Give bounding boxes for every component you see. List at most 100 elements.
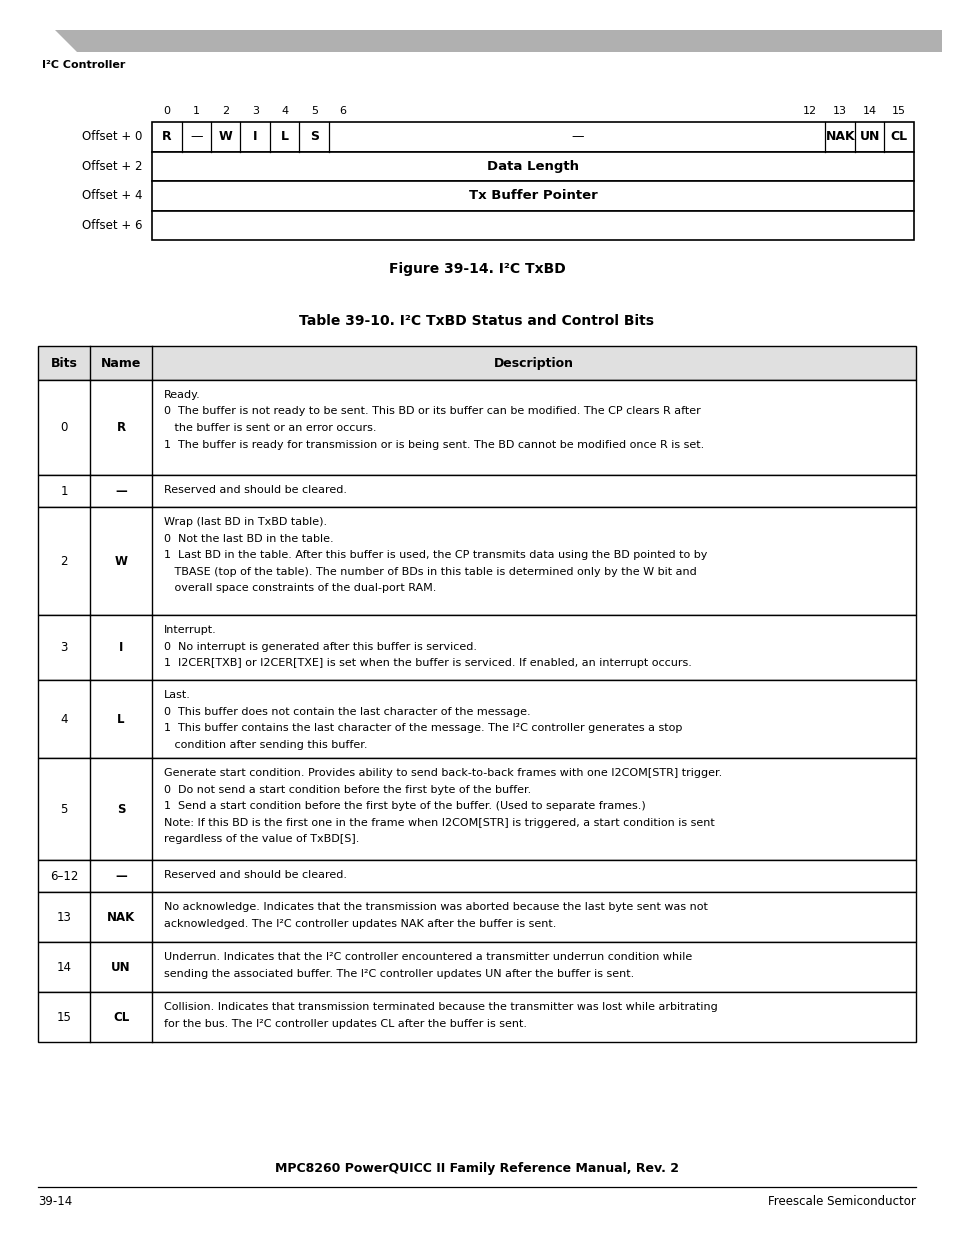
- Text: R: R: [116, 421, 126, 433]
- Text: 13: 13: [832, 106, 846, 116]
- Text: 6: 6: [339, 106, 346, 116]
- Text: acknowledged. The I²C controller updates NAK after the buffer is sent.: acknowledged. The I²C controller updates…: [164, 919, 556, 929]
- Text: R: R: [162, 130, 172, 143]
- Text: 1: 1: [60, 484, 68, 498]
- Text: Note: If this BD is the first one in the frame when I2COM[STR] is triggered, a s: Note: If this BD is the first one in the…: [164, 818, 714, 827]
- Text: 14: 14: [56, 961, 71, 973]
- Text: —: —: [190, 130, 202, 143]
- Text: 14: 14: [862, 106, 876, 116]
- Text: Tx Buffer Pointer: Tx Buffer Pointer: [468, 189, 597, 203]
- Text: 6–12: 6–12: [50, 869, 78, 883]
- Text: condition after sending this buffer.: condition after sending this buffer.: [164, 740, 367, 750]
- Text: Generate start condition. Provides ability to send back-to-back frames with one : Generate start condition. Provides abili…: [164, 768, 721, 778]
- Text: 39-14: 39-14: [38, 1195, 72, 1208]
- Text: 4: 4: [281, 106, 288, 116]
- Bar: [152, 182, 913, 210]
- Text: Description: Description: [494, 357, 574, 369]
- Text: 1  Last BD in the table. After this buffer is used, the CP transmits data using : 1 Last BD in the table. After this buffe…: [164, 550, 706, 559]
- Text: 5: 5: [311, 106, 317, 116]
- Bar: [38, 380, 915, 475]
- Text: 1  This buffer contains the last character of the message. The I²C controller ge: 1 This buffer contains the last characte…: [164, 722, 681, 734]
- Text: 1: 1: [193, 106, 199, 116]
- Text: Data Length: Data Length: [486, 159, 578, 173]
- Text: 4: 4: [60, 713, 68, 725]
- Text: I: I: [119, 641, 123, 655]
- Text: UN: UN: [859, 130, 879, 143]
- Text: CL: CL: [890, 130, 907, 143]
- Text: Offset + 0: Offset + 0: [82, 130, 142, 143]
- Bar: [38, 992, 915, 1042]
- Text: Figure 39-14. I²C TxBD: Figure 39-14. I²C TxBD: [388, 262, 565, 275]
- Text: S: S: [116, 803, 125, 815]
- Text: 15: 15: [891, 106, 905, 116]
- Text: 12: 12: [801, 106, 816, 116]
- Text: Table 39-10. I²C TxBD Status and Control Bits: Table 39-10. I²C TxBD Status and Control…: [299, 314, 654, 329]
- Text: Interrupt.: Interrupt.: [164, 625, 216, 635]
- Bar: [38, 475, 915, 508]
- Text: MPC8260 PowerQUICC II Family Reference Manual, Rev. 2: MPC8260 PowerQUICC II Family Reference M…: [274, 1162, 679, 1174]
- Bar: [152, 210, 913, 240]
- Text: W: W: [218, 130, 233, 143]
- Polygon shape: [55, 30, 941, 52]
- Text: Reserved and should be cleared.: Reserved and should be cleared.: [164, 485, 347, 495]
- Text: I: I: [253, 130, 257, 143]
- Text: 0  No interrupt is generated after this buffer is serviced.: 0 No interrupt is generated after this b…: [164, 641, 476, 652]
- Text: 0: 0: [60, 421, 68, 433]
- Text: regardless of the value of TxBD[S].: regardless of the value of TxBD[S].: [164, 834, 359, 844]
- Text: 0  The buffer is not ready to be sent. This BD or its buffer can be modified. Th: 0 The buffer is not ready to be sent. Th…: [164, 406, 700, 416]
- Text: UN: UN: [112, 961, 131, 973]
- Bar: [38, 508, 915, 615]
- Text: 13: 13: [56, 910, 71, 924]
- Text: overall space constraints of the dual-port RAM.: overall space constraints of the dual-po…: [164, 583, 436, 593]
- Bar: [38, 680, 915, 758]
- Text: —: —: [115, 484, 127, 498]
- Text: 15: 15: [56, 1010, 71, 1024]
- Text: I²C Controller: I²C Controller: [42, 61, 125, 70]
- Text: 1  I2CER[TXB] or I2CER[TXE] is set when the buffer is serviced. If enabled, an i: 1 I2CER[TXB] or I2CER[TXE] is set when t…: [164, 658, 691, 668]
- Text: 1  Send a start condition before the first byte of the buffer. (Used to separate: 1 Send a start condition before the firs…: [164, 802, 645, 811]
- Bar: [152, 152, 913, 182]
- Text: Bits: Bits: [51, 357, 77, 369]
- Text: 0  This buffer does not contain the last character of the message.: 0 This buffer does not contain the last …: [164, 706, 530, 716]
- Text: L: L: [280, 130, 289, 143]
- Text: 5: 5: [60, 803, 68, 815]
- Text: Collision. Indicates that transmission terminated because the transmitter was lo: Collision. Indicates that transmission t…: [164, 1002, 717, 1011]
- Text: Ready.: Ready.: [164, 390, 200, 400]
- Bar: [152, 122, 913, 152]
- Text: NAK: NAK: [107, 910, 135, 924]
- Text: 1  The buffer is ready for transmission or is being sent. The BD cannot be modif: 1 The buffer is ready for transmission o…: [164, 440, 703, 450]
- Text: 3: 3: [252, 106, 258, 116]
- Text: Reserved and should be cleared.: Reserved and should be cleared.: [164, 869, 347, 881]
- Text: TBASE (top of the table). The number of BDs in this table is determined only by : TBASE (top of the table). The number of …: [164, 567, 696, 577]
- Text: Underrun. Indicates that the I²C controller encountered a transmitter underrun c: Underrun. Indicates that the I²C control…: [164, 952, 692, 962]
- Bar: [38, 758, 915, 860]
- Bar: [38, 346, 915, 380]
- Bar: [38, 892, 915, 942]
- Text: —: —: [571, 130, 583, 143]
- Text: S: S: [310, 130, 318, 143]
- Text: 3: 3: [60, 641, 68, 655]
- Text: Offset + 4: Offset + 4: [81, 189, 142, 203]
- Text: 0  Not the last BD in the table.: 0 Not the last BD in the table.: [164, 534, 334, 543]
- Text: 0: 0: [163, 106, 170, 116]
- Bar: [38, 615, 915, 680]
- Text: —: —: [115, 869, 127, 883]
- Text: CL: CL: [112, 1010, 129, 1024]
- Text: Freescale Semiconductor: Freescale Semiconductor: [767, 1195, 915, 1208]
- Text: the buffer is sent or an error occurs.: the buffer is sent or an error occurs.: [164, 424, 376, 433]
- Text: 0  Do not send a start condition before the first byte of the buffer.: 0 Do not send a start condition before t…: [164, 784, 531, 794]
- Text: Wrap (last BD in TxBD table).: Wrap (last BD in TxBD table).: [164, 517, 327, 527]
- Text: sending the associated buffer. The I²C controller updates UN after the buffer is: sending the associated buffer. The I²C c…: [164, 968, 634, 978]
- Text: NAK: NAK: [824, 130, 854, 143]
- Text: No acknowledge. Indicates that the transmission was aborted because the last byt: No acknowledge. Indicates that the trans…: [164, 902, 707, 911]
- Text: Name: Name: [101, 357, 141, 369]
- Bar: [38, 942, 915, 992]
- Text: Offset + 2: Offset + 2: [81, 159, 142, 173]
- Text: 2: 2: [222, 106, 229, 116]
- Text: Offset + 6: Offset + 6: [81, 219, 142, 232]
- Text: L: L: [117, 713, 125, 725]
- Text: 2: 2: [60, 555, 68, 568]
- Text: W: W: [114, 555, 128, 568]
- Bar: [38, 860, 915, 892]
- Text: Last.: Last.: [164, 690, 191, 700]
